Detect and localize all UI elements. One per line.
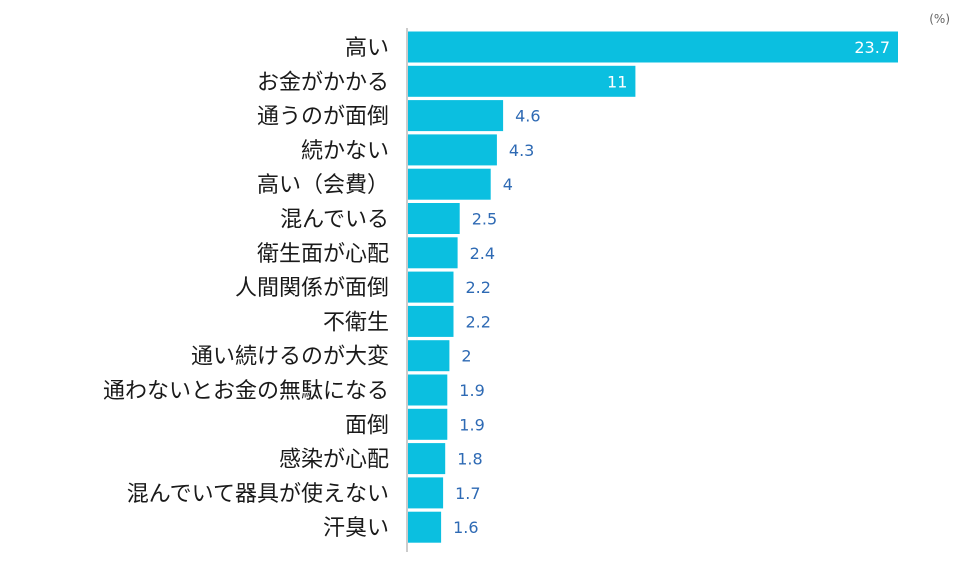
- value-label: 2: [461, 347, 471, 366]
- bar: [408, 305, 454, 337]
- bar: [408, 65, 636, 97]
- value-label: 11: [607, 72, 627, 91]
- value-label: 23.7: [854, 38, 890, 57]
- bar: [408, 134, 497, 166]
- value-label: 2.5: [472, 210, 497, 229]
- bars-group: 高い 23.7 お金がかかる 11 通うのが面倒 4.6 続かない 4.3 高い（会費） 4 混んで…: [103, 31, 898, 543]
- category-label: 混んでいる: [280, 208, 389, 233]
- category-label: 面倒: [345, 413, 389, 438]
- category-label: 通わないとお金の無駄になる: [103, 379, 389, 404]
- category-label: 通い続けるのが大変: [191, 345, 389, 370]
- bar: [408, 31, 898, 63]
- bar: [408, 203, 460, 234]
- value-label: 2.2: [466, 312, 491, 331]
- value-label: 1.7: [455, 484, 480, 503]
- category-label: 人間関係が面倒: [235, 276, 389, 301]
- value-label: 1.6: [453, 518, 478, 537]
- value-label: 1.8: [457, 450, 482, 469]
- bar: [408, 511, 442, 543]
- bar: [408, 477, 444, 509]
- category-label: 汗臭い: [323, 516, 389, 541]
- value-label: 4.6: [515, 107, 540, 126]
- category-label: 感染が心配: [279, 448, 389, 473]
- category-label: 続かない: [301, 139, 389, 164]
- bar: [408, 168, 491, 200]
- bar: [408, 237, 458, 269]
- value-label: 2.4: [470, 244, 495, 263]
- value-label: 1.9: [459, 415, 484, 434]
- category-label: 混んでいて器具が使えない: [127, 482, 389, 507]
- category-label: 不衛生: [323, 310, 389, 335]
- category-label: 高い（会費）: [257, 173, 389, 198]
- category-label: 高い: [345, 36, 389, 61]
- bar: [408, 100, 504, 132]
- bar: [408, 374, 448, 406]
- bar: [408, 271, 454, 303]
- value-label: 2.2: [466, 278, 491, 297]
- unit-label: (%): [929, 12, 950, 26]
- value-label: 4.3: [509, 141, 534, 160]
- value-label: 1.9: [459, 381, 484, 400]
- value-label: 4: [503, 175, 513, 194]
- category-label: お金がかかる: [257, 70, 389, 95]
- bar: [408, 340, 450, 372]
- category-label: 衛生面が心配: [257, 242, 389, 267]
- bar: [408, 443, 446, 475]
- category-label: 通うのが面倒: [257, 105, 389, 130]
- bar: [408, 408, 448, 440]
